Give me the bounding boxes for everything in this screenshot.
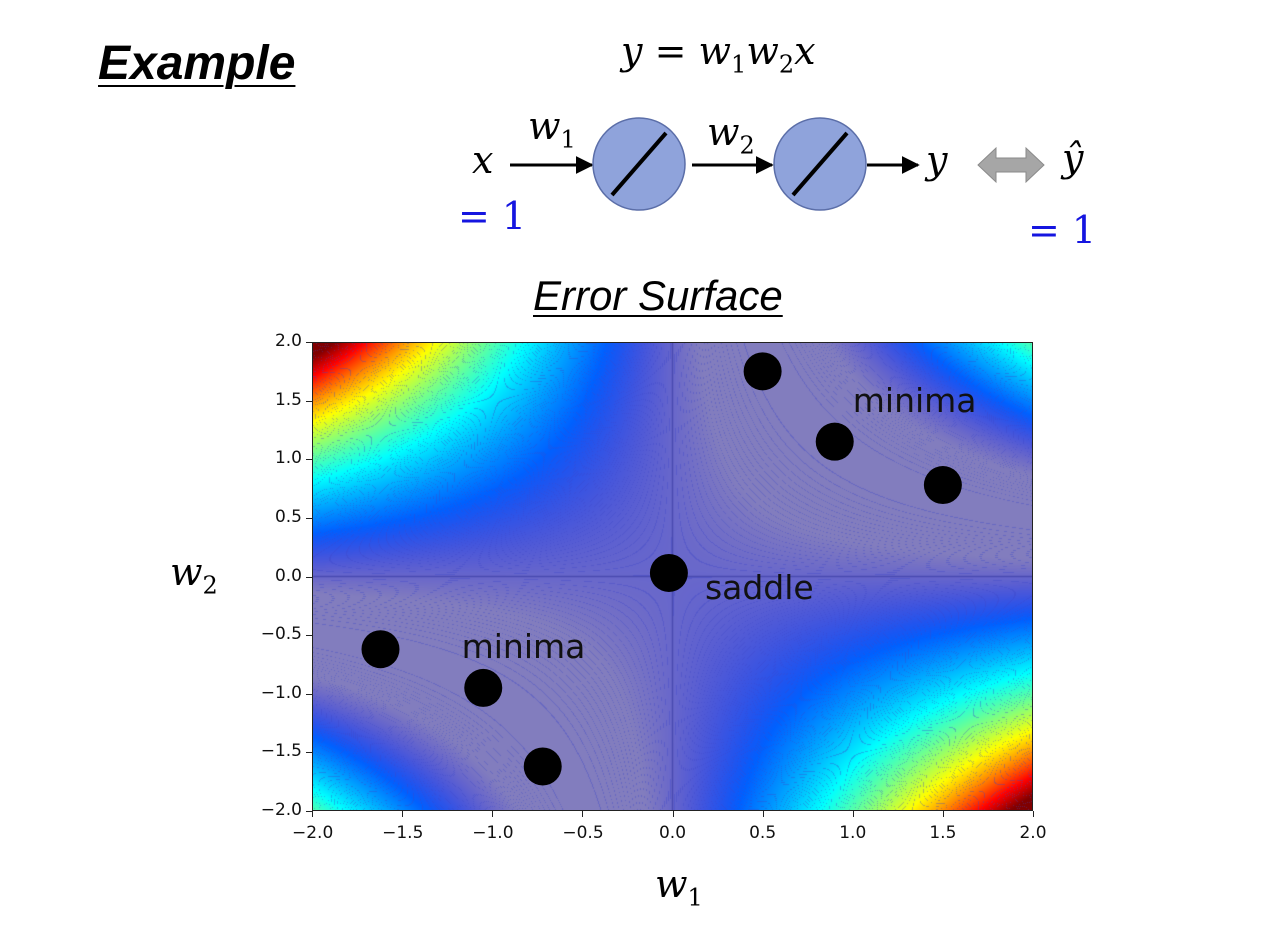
- y-tick-label: −0.5: [260, 624, 302, 645]
- point-marker: [815, 422, 854, 461]
- annotation-label: saddle: [704, 568, 814, 608]
- error-surface-overlay: [312, 342, 1033, 811]
- y-tick-mark: [306, 517, 312, 519]
- x-tick-label: 2.0: [1019, 823, 1047, 843]
- y-tick-mark: [306, 576, 312, 578]
- x-axis-label: w1: [655, 862, 703, 912]
- y-tick-label: −1.0: [260, 682, 302, 703]
- weight-w1-letter: w: [528, 104, 561, 148]
- points-layer: [361, 352, 962, 786]
- x-axis-sub: 1: [687, 883, 703, 912]
- x-tick-mark: [762, 811, 764, 817]
- x-tick-label: 0.5: [749, 823, 777, 843]
- compare-double-arrow-icon: [977, 146, 1045, 184]
- point-marker: [649, 553, 688, 592]
- y-tick-mark: [306, 342, 312, 343]
- equation-w2: w: [746, 29, 779, 73]
- equation-x: x: [794, 29, 816, 73]
- network-diagram: [510, 117, 1045, 211]
- equation-w1-sub: 1: [731, 50, 747, 79]
- y-tick-label: 0.5: [274, 506, 302, 527]
- x-tick-mark: [312, 811, 313, 817]
- y-tick-label: −1.5: [260, 741, 302, 762]
- y-tick-label: 0.0: [274, 565, 302, 586]
- y-tick-label: 1.5: [274, 389, 302, 410]
- x-tick-label: 1.5: [929, 823, 957, 843]
- point-marker: [923, 466, 962, 505]
- point-marker: [361, 630, 400, 669]
- y-tick-mark: [306, 752, 312, 754]
- target-yhat-label: ŷ: [1062, 136, 1084, 180]
- y-tick-label: 2.0: [274, 331, 302, 351]
- annotation-label: minima: [461, 626, 586, 666]
- annotation-label: minima: [852, 380, 977, 420]
- equation-lhs: y: [621, 29, 643, 73]
- x-tick-mark: [582, 811, 584, 817]
- y-tick-mark: [306, 400, 312, 402]
- y-tick-mark: [306, 693, 312, 695]
- y-tick-mark: [306, 635, 312, 637]
- weight-w1-label: w1: [528, 104, 576, 154]
- neuron-1-linear-icon: [610, 131, 668, 197]
- y-tick-label: −2.0: [260, 800, 302, 820]
- equation: y = w1w2x: [621, 28, 816, 88]
- y-axis-sub: 2: [202, 571, 218, 600]
- x-tick-label: 0.0: [658, 823, 687, 843]
- y-axis-label: w2: [170, 550, 218, 600]
- x-tick-mark: [402, 811, 404, 817]
- output-y-label: y: [926, 138, 948, 182]
- point-marker: [743, 352, 782, 391]
- x-tick-mark: [492, 811, 494, 817]
- y-tick-mark: [306, 811, 312, 812]
- neuron-2-linear-icon: [791, 131, 849, 197]
- equation-equals: =: [654, 29, 687, 73]
- point-marker: [523, 747, 562, 786]
- x-tick-label: −2.0: [292, 823, 334, 843]
- equation-w2-sub: 2: [778, 50, 795, 79]
- x-tick-label: −1.0: [472, 823, 514, 843]
- x-axis-letter: w: [655, 862, 688, 906]
- x-tick-label: −0.5: [562, 823, 604, 843]
- target-value: = 1: [1028, 208, 1097, 252]
- weight-w2-label: w2: [707, 110, 755, 160]
- y-tick-mark: [306, 459, 312, 461]
- equation-w1: w: [698, 29, 732, 73]
- input-x-label: x: [472, 138, 494, 182]
- y-tick-label: 1.0: [274, 448, 302, 469]
- x-tick-label: 1.0: [839, 823, 867, 843]
- weight-w2-sub: 2: [739, 131, 755, 160]
- page-title: Example: [98, 37, 296, 90]
- x-tick-mark: [852, 811, 854, 817]
- x-tick-mark: [1033, 811, 1034, 817]
- x-tick-mark: [942, 811, 944, 817]
- error-surface-title: Error Surface: [533, 272, 783, 319]
- plot-frame: [312, 342, 1033, 811]
- x-tick-mark: [672, 811, 674, 817]
- point-marker: [464, 668, 503, 707]
- x-tick-label: −1.5: [382, 823, 424, 843]
- input-value: = 1: [458, 194, 527, 238]
- weight-w1-sub: 1: [560, 125, 576, 154]
- weight-w2-letter: w: [707, 110, 740, 154]
- y-axis-letter: w: [170, 550, 203, 594]
